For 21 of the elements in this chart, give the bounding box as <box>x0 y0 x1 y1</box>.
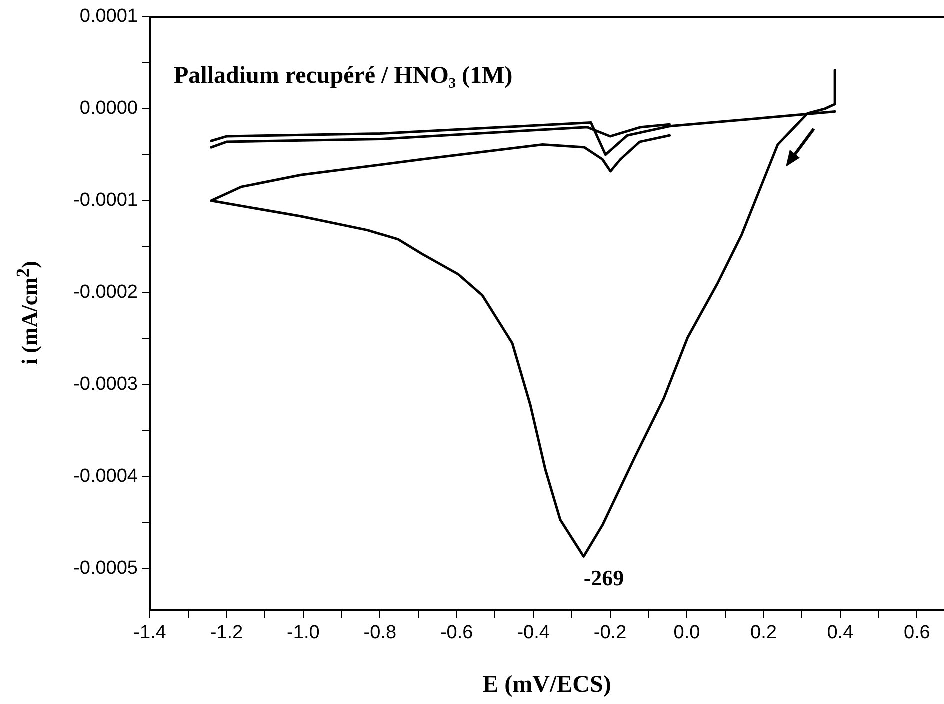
x-tick-label: -0.4 <box>517 622 550 644</box>
x-tick-label: -0.6 <box>440 622 474 644</box>
x-tick-label: -1.4 <box>134 622 167 644</box>
x-tick-label: 0.6 <box>904 622 930 644</box>
text: Palladium recupéré / HNO₃ (1M) <box>174 63 513 89</box>
x-tick-label: -1.2 <box>210 622 244 644</box>
x-axis-title: E (mV/ECS) <box>482 672 612 698</box>
y-tick-label: -0.0001 <box>74 190 138 212</box>
x-tick-label: 0.0 <box>674 622 700 644</box>
y-tick-label: -0.0005 <box>74 558 138 579</box>
x-tick-label: 0.4 <box>827 622 854 644</box>
x-tick-label: -1.0 <box>287 622 320 644</box>
y-tick-label: -0.0002 <box>74 282 138 304</box>
y-tick-label: 0.0001 <box>80 6 138 28</box>
annotation: -269 <box>584 565 624 590</box>
y-tick-label: 0.0000 <box>80 98 138 120</box>
y-tick-label: -0.0004 <box>74 466 138 487</box>
x-tick-label: -0.2 <box>594 622 627 644</box>
x-tick-label: -0.8 <box>364 622 397 644</box>
y-tick-label: -0.0003 <box>74 374 138 395</box>
x-tick-label: 0.2 <box>750 622 777 644</box>
